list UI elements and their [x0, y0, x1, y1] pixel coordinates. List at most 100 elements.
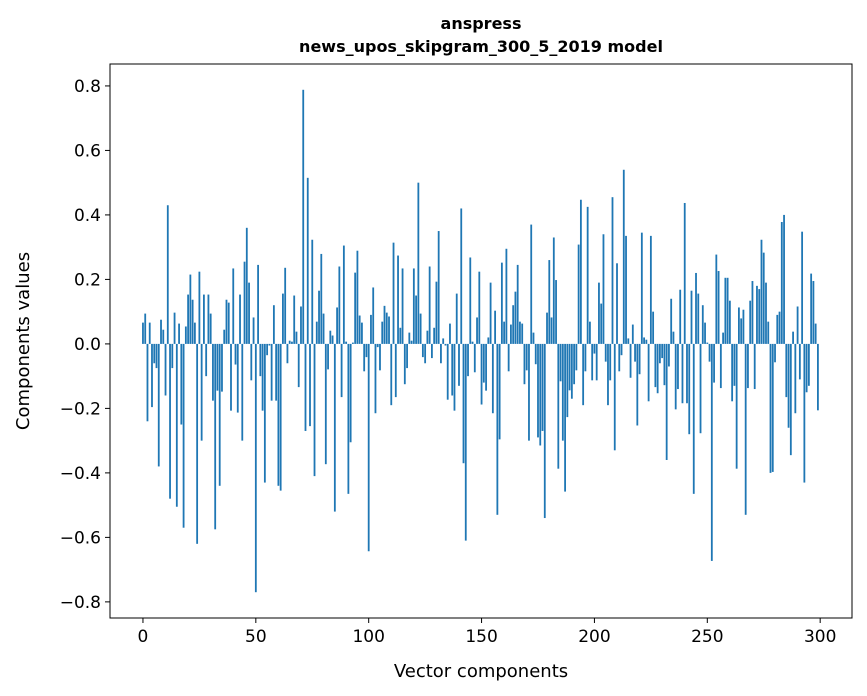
bar-138 — [453, 343, 456, 411]
bar-33 — [216, 343, 219, 391]
bar-157 — [496, 343, 499, 515]
bar-176 — [539, 343, 542, 446]
bar-144 — [467, 343, 469, 377]
bar-249 — [704, 322, 706, 344]
bar-204 — [602, 234, 605, 344]
bar-25 — [198, 271, 201, 344]
bar-93 — [351, 342, 354, 344]
bar-84 — [331, 335, 334, 344]
bar-126 — [426, 330, 429, 344]
bar-137 — [451, 343, 454, 396]
chart-title-line-1: anspress — [441, 14, 522, 33]
bar-104 — [376, 343, 379, 348]
bar-113 — [397, 255, 399, 344]
bar-240 — [683, 202, 686, 344]
bar-148 — [476, 317, 478, 344]
bar-206 — [607, 343, 609, 406]
bar-275 — [762, 252, 765, 344]
bar-123 — [419, 313, 422, 344]
bar-101 — [370, 314, 372, 344]
bar-224 — [647, 343, 650, 402]
bar-153 — [487, 337, 490, 344]
bar-66 — [291, 341, 293, 344]
bar-108 — [385, 312, 388, 344]
bar-102 — [372, 287, 375, 344]
bar-278 — [769, 343, 772, 473]
bar-274 — [760, 239, 763, 344]
bar-166 — [516, 264, 519, 344]
bar-80 — [322, 313, 325, 344]
bar-59 — [275, 343, 278, 401]
bar-10 — [164, 343, 167, 396]
bar-115 — [401, 268, 404, 344]
bar-165 — [514, 291, 517, 344]
bar-235 — [672, 331, 675, 344]
bar-209 — [613, 343, 616, 451]
bar-140 — [458, 343, 460, 386]
bar-125 — [424, 343, 427, 364]
bar-164 — [512, 305, 515, 344]
bar-195 — [582, 343, 585, 406]
bar-151 — [482, 343, 485, 383]
bar-260 — [728, 300, 731, 344]
bar-147 — [473, 343, 476, 373]
bar-222 — [643, 337, 645, 344]
y-tick-label: −0.8 — [60, 593, 101, 613]
bars-group — [142, 89, 819, 593]
bar-218 — [634, 343, 636, 362]
bar-205 — [604, 343, 607, 362]
x-tick-label: 200 — [578, 627, 610, 647]
bar-161 — [505, 248, 508, 344]
bar-186 — [561, 343, 564, 441]
bar-277 — [767, 321, 770, 344]
bar-44 — [241, 343, 244, 441]
bar-264 — [738, 307, 740, 344]
chart-title-line-2: news_upos_skipgram_300_5_2019 model — [299, 37, 663, 56]
bar-175 — [537, 343, 539, 438]
bar-139 — [455, 293, 458, 344]
bar-111 — [392, 242, 395, 344]
x-tick-label: 0 — [138, 627, 149, 647]
bar-242 — [688, 343, 691, 435]
bar-35 — [221, 343, 223, 392]
bar-188 — [566, 343, 569, 418]
bar-182 — [552, 237, 555, 344]
bar-135 — [446, 343, 449, 400]
bar-238 — [679, 289, 682, 344]
bar-45 — [243, 261, 246, 344]
bar-295 — [807, 343, 810, 386]
bar-36 — [223, 329, 226, 344]
plot-frame — [109, 63, 853, 619]
bar-107 — [383, 305, 386, 344]
bar-293 — [803, 343, 806, 483]
bar-217 — [631, 324, 634, 344]
x-tick-label: 100 — [352, 627, 384, 647]
bar-180 — [548, 260, 551, 344]
bar-83 — [329, 330, 332, 344]
bar-51 — [257, 264, 259, 344]
y-axis-ticks: −0.8 −0.6 −0.4 −0.2 0.0 0.2 0.4 0.6 0.8 — [60, 77, 110, 613]
bar-88 — [340, 343, 343, 398]
bar-183 — [555, 280, 557, 344]
bar-262 — [733, 343, 736, 386]
bar-244 — [692, 343, 695, 494]
bar-252 — [710, 343, 713, 561]
bar-53 — [261, 343, 264, 411]
bar-193 — [577, 244, 580, 344]
bar-273 — [758, 289, 761, 344]
bar-288 — [792, 331, 794, 344]
bar-279 — [771, 343, 774, 472]
bar-237 — [677, 343, 679, 390]
bar-30 — [209, 313, 212, 344]
bar-231 — [663, 343, 666, 386]
bar-82 — [327, 343, 329, 370]
bar-285 — [785, 343, 788, 398]
bar-215 — [627, 338, 630, 344]
bar-74 — [309, 343, 311, 427]
bar-198 — [589, 321, 591, 344]
bar-41 — [234, 343, 237, 365]
bar-0 — [142, 322, 144, 344]
bar-194 — [579, 199, 582, 344]
bar-286 — [787, 343, 790, 428]
